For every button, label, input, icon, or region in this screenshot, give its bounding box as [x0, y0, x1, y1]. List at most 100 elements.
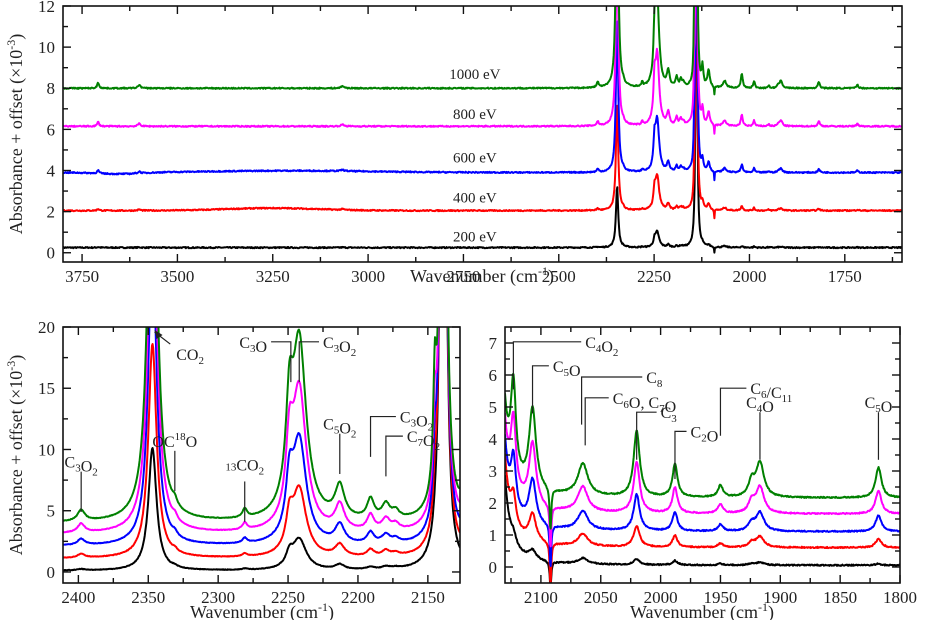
x-tick-label: 3750	[65, 267, 99, 286]
trace-800-ev	[63, 6, 902, 135]
trace-200-ev	[63, 6, 902, 254]
annotation-label: C5O	[865, 395, 893, 416]
x-tick-label: 2500	[542, 267, 576, 286]
annotation-13co2: 13CO2	[225, 457, 264, 522]
y-tick-label: 5	[47, 502, 56, 521]
x-tick-label: 3250	[256, 267, 290, 286]
trace-600-ev	[63, 6, 902, 182]
x-tick-label: 1800	[883, 588, 917, 607]
annotation-c2o: C2O	[674, 424, 718, 479]
y-tick-label: 15	[38, 379, 55, 398]
y-tick-label: 2	[489, 494, 498, 513]
annotation-c7o2: C7O2	[385, 429, 440, 477]
trace-1000-ev	[505, 373, 900, 530]
y-tick-label: 12	[38, 0, 55, 16]
x-tick-label: 3500	[160, 267, 194, 286]
annotation-label: C3O2	[65, 455, 98, 479]
x-tick-label: 2100	[524, 588, 558, 607]
x-tick-label: 2150	[411, 588, 445, 607]
annotation-c4o: C4O	[746, 395, 774, 460]
annotation-c6-c11: C6/C11	[719, 381, 792, 436]
series-label: 1000 eV	[449, 67, 500, 83]
annotation-leader	[674, 430, 687, 479]
annotation-leader	[531, 365, 549, 414]
top-x-axis-title: Wavenumber (cm-1)	[410, 264, 554, 287]
trace-200-ev	[63, 327, 460, 572]
annotation-leader	[636, 411, 657, 460]
annotation-label: C3	[661, 405, 678, 425]
annotation-c3o2: C3O2	[298, 335, 356, 383]
series-label: 800 eV	[453, 107, 497, 123]
annotation-label: C6/C11	[750, 381, 792, 405]
x-tick-label: 2200	[341, 588, 375, 607]
bottom-left-traces	[63, 327, 460, 572]
annotation-leader	[584, 397, 609, 446]
y-tick-label: 8	[47, 79, 56, 98]
annotation-leader	[719, 387, 747, 436]
bottom-right-frame	[504, 326, 901, 584]
trace-800-ev	[505, 410, 900, 548]
trace-1000-ev	[63, 327, 460, 522]
arrowhead-icon	[154, 330, 163, 339]
trace-1000-ev	[63, 6, 902, 96]
annotation-c6o--c7o: C6O, C7O	[584, 391, 676, 446]
y-tick-label: 10	[38, 38, 55, 57]
x-tick-label: 2050	[584, 588, 618, 607]
bottom-right-ticks: 2100 2050 2000 1950 1900 1850 1800 0 1 2 3 4 5 6 7	[489, 327, 917, 607]
trace-800-ev	[63, 327, 460, 534]
annotation-label: C6O, C7O	[613, 391, 676, 416]
annotation-c8: C8	[581, 370, 663, 425]
annotation-c3: C3	[636, 405, 678, 460]
annotation-leader	[581, 376, 643, 425]
annotation-c3o: C3O	[239, 335, 292, 383]
x-tick-label: 1750	[828, 267, 862, 286]
x-tick-label: 2000	[644, 588, 678, 607]
panel-top: 3750 3500 3250 3000 2750 2500 2250 2000 1750 0 2 4 6…	[4, 0, 903, 287]
series-label: 400 eV	[453, 190, 497, 206]
bottom-left-frame	[62, 326, 461, 584]
bottom-right-traces	[505, 373, 900, 583]
x-tick-label: 2000	[732, 267, 766, 286]
x-tick-label: 3000	[351, 267, 385, 286]
series-label: 200 eV	[453, 229, 497, 245]
annotation-c4o2: C4O2	[512, 335, 618, 390]
x-tick-label: 1950	[703, 588, 737, 607]
top-ticks: 3750 3500 3250 3000 2750 2500 2250 2000 1750 0 2 4 6…	[38, 0, 902, 286]
series-label: 600 eV	[453, 150, 497, 166]
y-tick-label: 7	[489, 334, 498, 353]
y-tick-label: 20	[38, 318, 55, 337]
y-tick-label: 5	[489, 398, 498, 417]
annotation-label: C7O2	[407, 429, 440, 453]
x-tick-label: 1900	[763, 588, 797, 607]
annotation-c5o: C5O	[865, 395, 893, 460]
y-tick-label: 0	[47, 563, 56, 582]
bottom-left-y-axis-title: Absorbance + offset (×10-3)	[4, 355, 27, 555]
trace-400-ev	[505, 453, 900, 583]
annotation-label: 13CO2	[225, 457, 264, 477]
y-tick-label: 1	[489, 526, 498, 545]
x-tick-label: 2250	[637, 267, 671, 286]
annotation-oc18o: OC18O	[152, 431, 197, 492]
panel-bottom-left: 2400 2350 2300 2250 2200 2150 0 5 10 15 20 CO2 C3O2…	[4, 318, 461, 620]
x-tick-label: 2250	[271, 588, 305, 607]
x-tick-label: 2350	[131, 588, 165, 607]
trace-200-ev	[505, 474, 900, 583]
y-tick-label: 4	[489, 430, 498, 449]
annotation-label: C4O	[746, 395, 774, 416]
annotation-leader	[298, 341, 320, 383]
annotation-c5o: C5O	[531, 359, 581, 414]
y-tick-label: 0	[489, 558, 498, 577]
y-tick-label: 0	[47, 244, 56, 263]
annotation-c3o2: C3O2	[369, 410, 433, 457]
annotation-label: C8	[646, 370, 663, 390]
y-tick-label: 2	[47, 203, 56, 222]
annotation-leader	[369, 415, 396, 457]
y-tick-label: 6	[47, 120, 56, 139]
y-tick-label: 3	[489, 462, 498, 481]
annotation-label: C3O	[239, 335, 267, 356]
panel-bottom-right: 2100 2050 2000 1950 1900 1850 1800 0 1 2 3 4 5 6 7 C4O…	[489, 326, 917, 620]
annotation-label: CO2	[176, 347, 204, 367]
annotation-co2: CO2	[154, 330, 204, 367]
y-tick-label: 6	[489, 366, 498, 385]
